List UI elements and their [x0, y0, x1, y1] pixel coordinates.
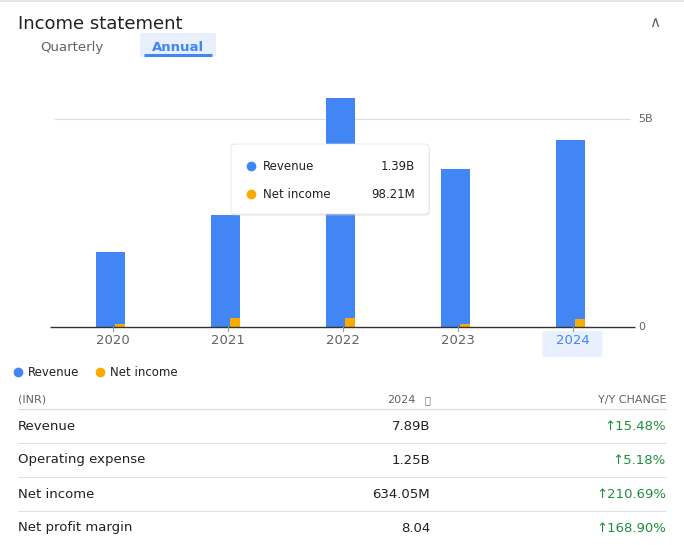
Text: 7.89B: 7.89B — [391, 420, 430, 433]
Bar — [230, 318, 240, 327]
Bar — [345, 318, 355, 327]
Bar — [114, 324, 125, 327]
Bar — [96, 252, 125, 327]
Text: 2020: 2020 — [96, 334, 129, 347]
Text: (INR): (INR) — [18, 395, 46, 405]
Text: ↑5.18%: ↑5.18% — [613, 453, 666, 467]
Bar — [460, 324, 470, 327]
Text: 8.04: 8.04 — [401, 522, 430, 535]
Text: Y/Y CHANGE: Y/Y CHANGE — [598, 395, 666, 405]
Text: Revenue: Revenue — [263, 160, 315, 173]
FancyBboxPatch shape — [542, 331, 603, 357]
Text: 2023: 2023 — [440, 334, 475, 347]
Text: Net income: Net income — [263, 187, 330, 201]
Text: 634.05M: 634.05M — [372, 487, 430, 500]
Text: ↑15.48%: ↑15.48% — [605, 420, 666, 433]
Text: 1.25B: 1.25B — [391, 453, 430, 467]
Bar — [441, 168, 470, 327]
Text: ⓘ: ⓘ — [425, 395, 431, 405]
FancyBboxPatch shape — [232, 146, 430, 216]
Text: Revenue: Revenue — [28, 366, 79, 378]
Bar — [556, 140, 585, 327]
Text: 0: 0 — [638, 322, 645, 332]
Text: 2021: 2021 — [211, 334, 244, 347]
FancyBboxPatch shape — [140, 33, 216, 57]
Bar — [326, 98, 355, 327]
Text: Quarterly: Quarterly — [40, 41, 103, 54]
Text: Annual: Annual — [152, 41, 204, 54]
Bar — [211, 215, 240, 327]
Text: Income statement: Income statement — [18, 15, 183, 33]
Text: Revenue: Revenue — [18, 420, 76, 433]
Text: Net income: Net income — [18, 487, 94, 500]
Bar — [575, 319, 585, 327]
Text: ∧: ∧ — [649, 15, 660, 30]
Text: 2024: 2024 — [386, 395, 415, 405]
Text: ↑168.90%: ↑168.90% — [596, 522, 666, 535]
Text: 1.39B: 1.39B — [381, 160, 415, 173]
Text: 2024: 2024 — [555, 334, 590, 347]
Text: Net profit margin: Net profit margin — [18, 522, 133, 535]
Text: ↑210.69%: ↑210.69% — [596, 487, 666, 500]
Text: Operating expense: Operating expense — [18, 453, 146, 467]
Text: 2022: 2022 — [326, 334, 359, 347]
Text: Net income: Net income — [110, 366, 178, 378]
Text: 98.21M: 98.21M — [371, 187, 415, 201]
FancyBboxPatch shape — [231, 144, 429, 214]
Text: 5B: 5B — [638, 114, 653, 124]
